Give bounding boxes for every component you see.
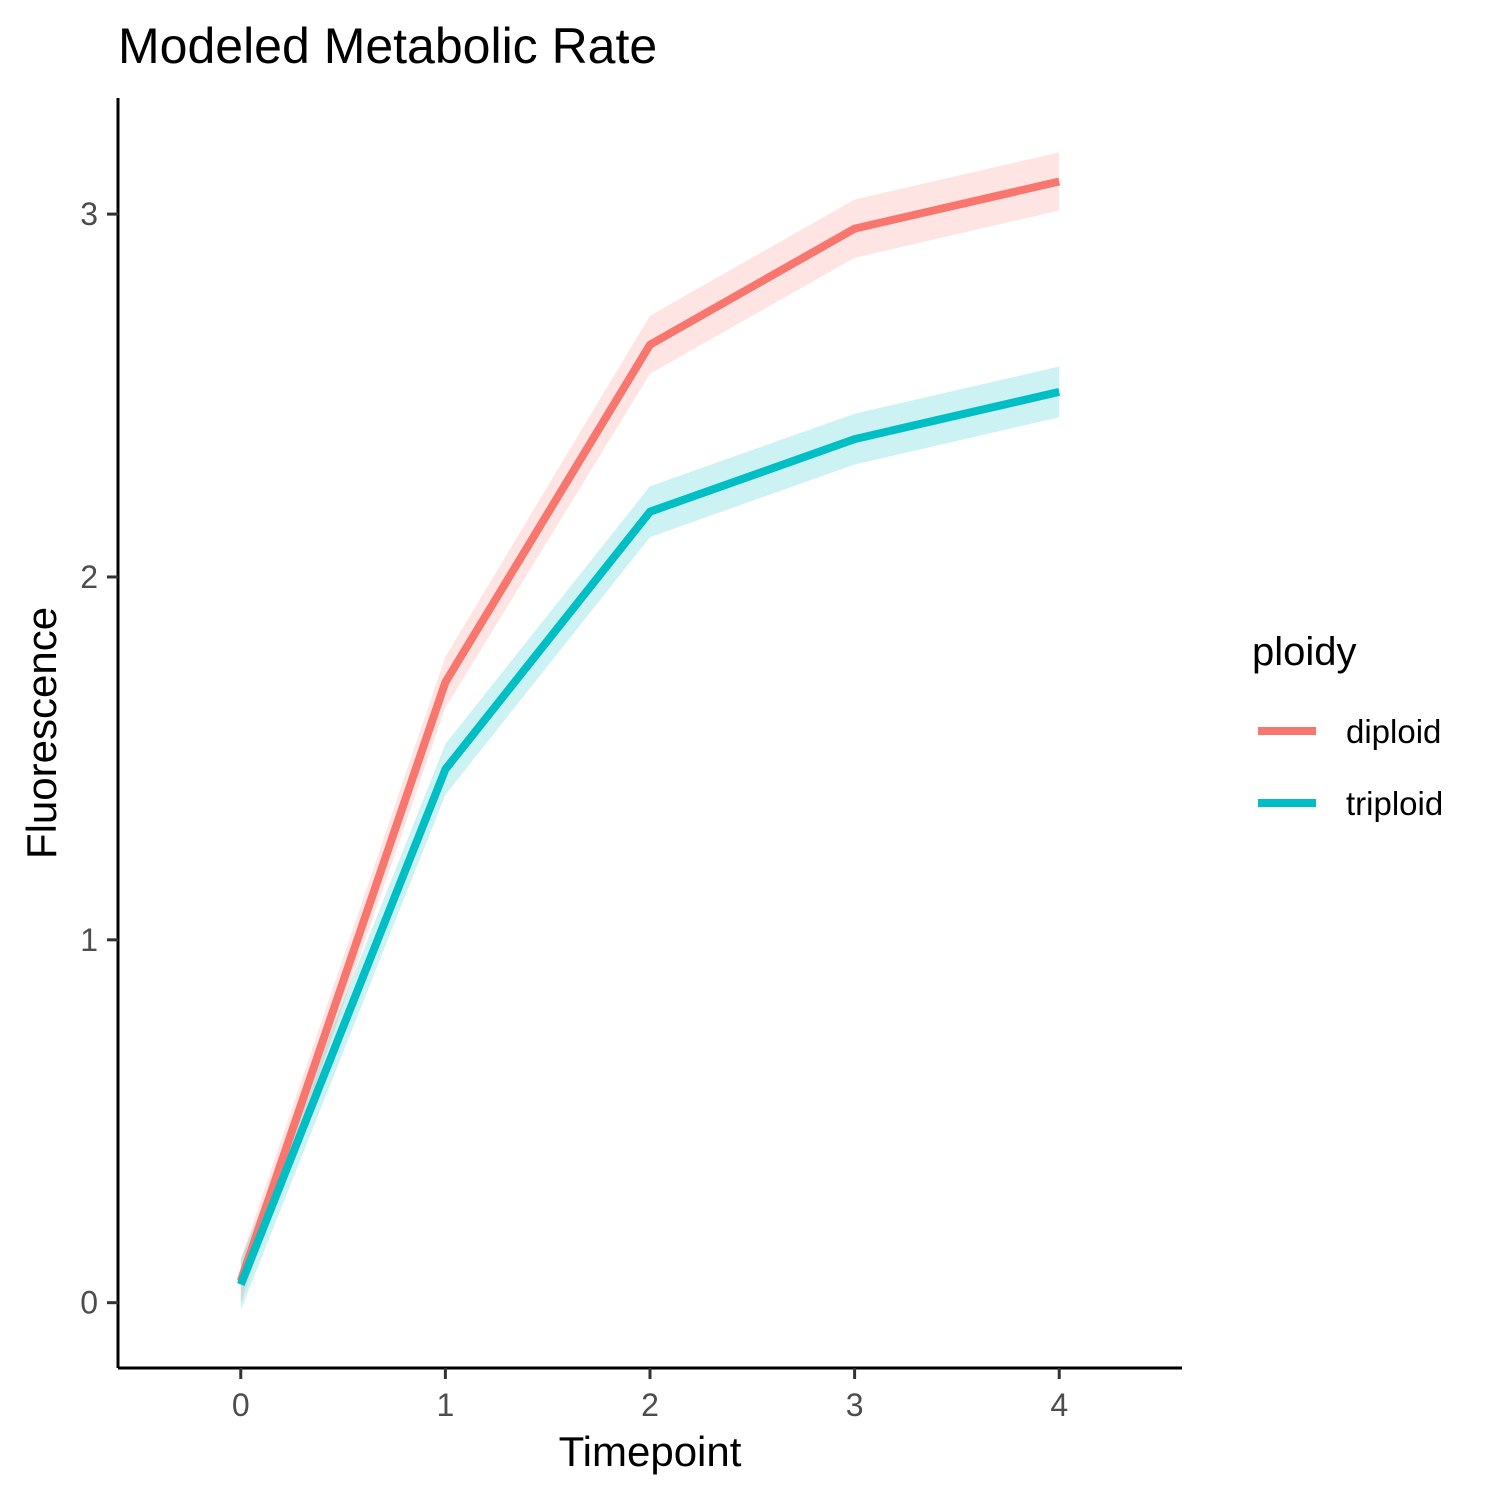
legend-label-triploid: triploid bbox=[1346, 785, 1443, 822]
series-line-triploid bbox=[237, 388, 1061, 1286]
y-tick-label: 0 bbox=[80, 1285, 98, 1321]
y-tick-label: 3 bbox=[80, 196, 98, 232]
series-line-diploid bbox=[237, 177, 1061, 1283]
legend: ploidy diploid triploid bbox=[1252, 630, 1443, 822]
x-tick-label: 4 bbox=[1050, 1387, 1068, 1423]
confidence-band-diploid bbox=[240, 152, 1060, 1303]
y-tick-label: 2 bbox=[80, 559, 98, 595]
x-tick-label: 3 bbox=[846, 1387, 864, 1423]
x-tick-label: 0 bbox=[232, 1387, 250, 1423]
y-tick-label: 1 bbox=[80, 922, 98, 958]
legend-title: ploidy bbox=[1252, 630, 1357, 674]
series-lines bbox=[237, 177, 1061, 1286]
x-axis-ticks: 0 1 2 3 4 bbox=[232, 1368, 1068, 1423]
x-tick-label: 1 bbox=[436, 1387, 454, 1423]
legend-label-diploid: diploid bbox=[1346, 713, 1441, 750]
y-axis-title: Fluorescence bbox=[18, 607, 65, 859]
chart-title: Modeled Metabolic Rate bbox=[118, 18, 657, 74]
x-tick-label: 2 bbox=[641, 1387, 659, 1423]
y-axis-ticks: 0 1 2 3 bbox=[80, 196, 118, 1321]
x-axis-title: Timepoint bbox=[559, 1428, 742, 1475]
confidence-bands bbox=[240, 152, 1060, 1310]
